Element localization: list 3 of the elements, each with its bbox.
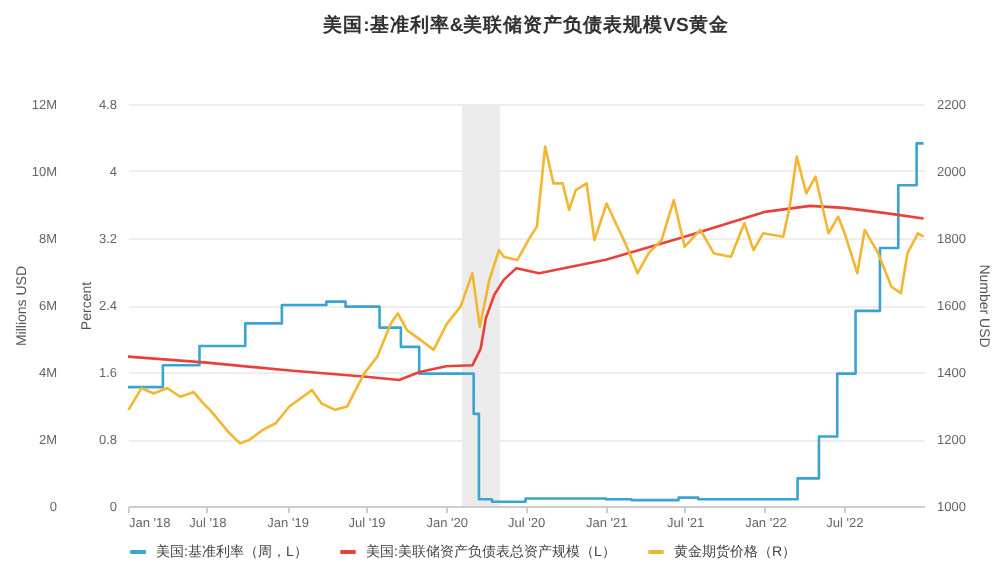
line-series (127, 145, 925, 445)
line-series (126, 204, 925, 382)
chart-title: 美国:基准利率&美联储资产负债表规模VS黄金 (321, 13, 731, 37)
